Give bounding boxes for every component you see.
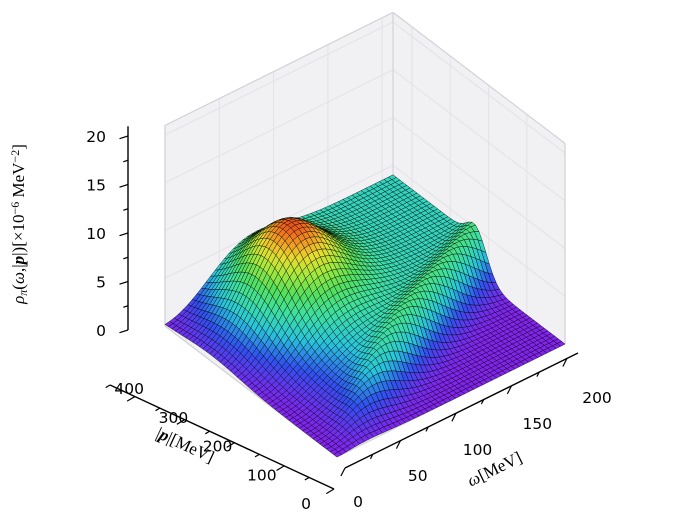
svg-text:300: 300 — [159, 409, 189, 427]
svg-text:10: 10 — [86, 225, 106, 243]
z-axis-rho: 0 5 10 15 20 — [86, 126, 129, 340]
svg-text:100: 100 — [463, 441, 493, 459]
svg-text:200: 200 — [203, 438, 233, 456]
svg-text:0: 0 — [301, 495, 311, 513]
svg-text:150: 150 — [523, 415, 553, 433]
svg-text:400: 400 — [114, 380, 144, 398]
svg-text:0: 0 — [353, 493, 363, 511]
x-axis-omega: 0 50 100 150 200 — [340, 352, 612, 511]
svg-text:ρπ(ω,|p|)[×10−6 MeV−2]: ρπ(ω,|p|)[×10−6 MeV−2] — [8, 144, 29, 305]
svg-text:15: 15 — [86, 177, 106, 195]
surface-mesh — [164, 174, 566, 458]
svg-text:0: 0 — [96, 322, 106, 340]
y-axis-momentum: 400 300 200 100 0 — [105, 380, 335, 513]
svg-text:100: 100 — [247, 466, 277, 484]
svg-text:50: 50 — [408, 467, 428, 485]
svg-text:200: 200 — [582, 389, 612, 407]
z-axis-title: ρπ(ω,|p|)[×10−6 MeV−2] — [8, 144, 29, 305]
svg-text:5: 5 — [96, 274, 106, 292]
svg-text:20: 20 — [86, 128, 106, 146]
